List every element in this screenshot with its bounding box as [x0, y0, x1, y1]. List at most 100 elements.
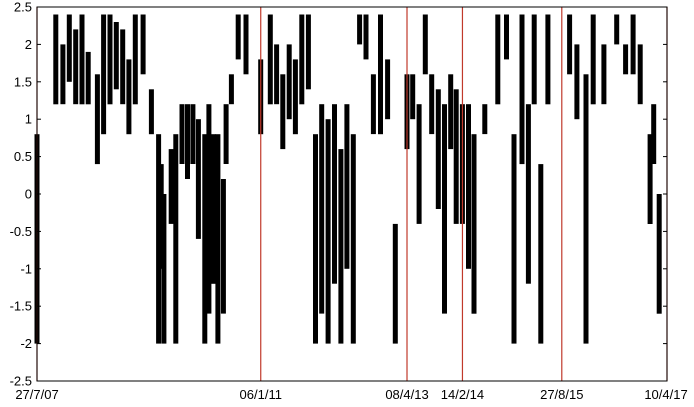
bar-series — [34, 14, 662, 344]
range-bar — [630, 14, 636, 75]
range-bar — [448, 74, 454, 150]
range-bar — [538, 164, 544, 344]
range-bar — [453, 89, 459, 224]
range-bar — [410, 74, 416, 120]
range-bar — [332, 104, 337, 284]
range-bar — [190, 104, 196, 164]
range-bar — [220, 179, 226, 314]
range-bar — [85, 51, 91, 105]
range-bar — [274, 44, 280, 105]
range-bar — [202, 134, 208, 344]
range-bar — [385, 59, 391, 120]
range-bar — [185, 104, 190, 179]
range-bar — [442, 104, 447, 314]
range-bar — [482, 104, 488, 135]
range-bar — [519, 14, 525, 165]
range-bar — [161, 194, 167, 344]
range-bar — [292, 59, 298, 135]
range-bar — [392, 223, 398, 344]
range-bar — [471, 134, 477, 314]
range-bar — [545, 14, 551, 105]
range-bar — [195, 119, 201, 239]
range-bar — [647, 134, 653, 224]
range-bar — [280, 74, 286, 150]
x-tick-label: 10/4/17 — [644, 387, 687, 402]
range-bar — [656, 194, 662, 314]
range-bar — [370, 74, 376, 135]
range-bar — [466, 104, 471, 269]
y-tick-label: 1.5 — [14, 74, 32, 89]
range-bar — [495, 14, 501, 105]
range-bar — [313, 134, 318, 344]
y-axis: -2.5 -2 -1.5 -1 -0.5 0 0.5 1 1.5 2 2.5 — [10, 0, 667, 389]
x-tick-label: 27/8/15 — [540, 387, 583, 402]
range-bar — [583, 74, 589, 344]
range-bar — [435, 89, 441, 209]
range-bar — [422, 14, 428, 75]
range-bar — [319, 104, 325, 314]
range-bar — [215, 134, 221, 344]
range-bar — [305, 14, 311, 90]
x-tick-label: 06/1/11 — [240, 387, 282, 402]
range-bar — [363, 14, 369, 60]
y-tick-label: 2 — [25, 37, 32, 52]
range-bar — [350, 134, 356, 344]
range-bar — [344, 104, 350, 269]
x-tick-label: 08/4/13 — [385, 387, 428, 402]
y-tick-label: -1.5 — [10, 299, 32, 314]
x-tick-label: 27/7/07 — [15, 387, 58, 402]
y-tick-label: 0 — [25, 187, 32, 202]
range-bar — [66, 14, 72, 82]
range-bar — [126, 59, 132, 135]
range-bar — [132, 14, 138, 105]
range-bar — [101, 14, 107, 135]
range-bar — [378, 14, 383, 135]
range-bar — [243, 14, 249, 75]
range-bar — [113, 22, 119, 90]
range-bar — [267, 14, 273, 105]
range-bar — [179, 104, 185, 164]
range-bar — [357, 14, 363, 45]
range-bar — [416, 104, 422, 224]
range-bar — [228, 74, 234, 105]
range-bar — [60, 44, 66, 105]
range-bar — [94, 74, 100, 165]
range-bar — [140, 14, 146, 75]
y-tick-label: 2.5 — [14, 0, 32, 15]
range-bar — [531, 14, 537, 105]
x-tick-label: 14/2/14 — [441, 387, 484, 402]
range-bar — [223, 104, 229, 164]
range-bar — [651, 104, 657, 164]
x-axis: 27/7/07 06/1/11 08/4/13 14/2/14 27/8/15 10/4/… — [15, 387, 687, 402]
range-bar — [235, 14, 241, 60]
y-tick-label: -0.5 — [10, 224, 32, 239]
range-bar — [211, 134, 216, 284]
range-bar — [173, 134, 179, 344]
range-bar — [206, 104, 212, 314]
range-bar — [429, 74, 435, 135]
range-bar — [567, 14, 573, 75]
range-bar — [601, 44, 607, 105]
range-bar — [637, 44, 643, 105]
range-bar — [53, 14, 59, 105]
range-bar — [299, 14, 305, 105]
range-bar — [623, 44, 629, 75]
range-bar — [107, 14, 113, 105]
range-bar — [590, 14, 596, 105]
range-bar — [511, 134, 517, 344]
range-bar — [504, 14, 509, 60]
y-tick-label: -1 — [20, 261, 32, 276]
y-tick-label: 1 — [25, 112, 32, 127]
y-tick-label: -2.5 — [10, 374, 32, 389]
range-bar — [338, 149, 344, 344]
range-bar — [158, 164, 164, 269]
range-bar — [79, 14, 85, 105]
range-bar — [286, 44, 292, 120]
range-bar — [168, 149, 174, 224]
range-bar — [148, 89, 154, 135]
range-bar — [120, 29, 126, 105]
y-tick-label: 0.5 — [14, 149, 32, 164]
range-bar — [614, 14, 620, 45]
range-bar — [73, 29, 79, 105]
range-bar — [525, 104, 531, 284]
